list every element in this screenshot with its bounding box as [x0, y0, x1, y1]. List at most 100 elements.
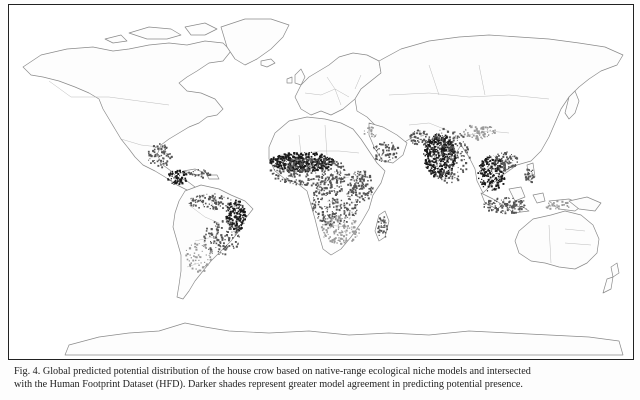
presence-pixel	[182, 172, 184, 174]
presence-pixel	[188, 260, 190, 262]
presence-pixel	[358, 229, 360, 231]
presence-pixel	[410, 138, 412, 140]
presence-pixel	[466, 135, 469, 137]
presence-pixel	[225, 234, 228, 237]
presence-pixel	[378, 229, 381, 232]
presence-pixel	[435, 173, 437, 175]
presence-pixel	[385, 222, 387, 224]
presence-pixel	[528, 172, 531, 175]
presence-pixel	[503, 163, 506, 166]
presence-pixel	[301, 154, 304, 156]
presence-pixel	[511, 164, 514, 167]
presence-pixel	[194, 242, 197, 245]
presence-pixel	[203, 235, 206, 238]
presence-pixel	[288, 156, 291, 159]
presence-pixel	[338, 231, 341, 234]
presence-pixel	[325, 163, 328, 166]
presence-pixel	[339, 219, 342, 222]
presence-pixel	[334, 171, 336, 173]
presence-pixel	[456, 139, 458, 141]
presence-pixel	[317, 203, 320, 206]
presence-pixel	[367, 131, 368, 133]
presence-pixel	[355, 185, 358, 188]
presence-pixel	[198, 256, 200, 258]
presence-pixel	[482, 180, 485, 182]
presence-pixel	[445, 174, 448, 177]
presence-pixel	[232, 222, 235, 225]
presence-pixel	[299, 160, 301, 162]
presence-pixel	[185, 249, 187, 251]
presence-pixel	[437, 146, 440, 149]
presence-pixel	[337, 218, 339, 219]
presence-pixel	[444, 141, 447, 143]
presence-pixel	[243, 222, 245, 224]
presence-pixel	[366, 192, 369, 194]
presence-pixel	[318, 179, 320, 181]
presence-pixel	[532, 176, 535, 179]
presence-pixel	[380, 143, 383, 146]
presence-pixel	[469, 124, 472, 127]
presence-pixel	[180, 179, 183, 182]
presence-pixel	[512, 159, 514, 161]
presence-pixel	[490, 165, 493, 168]
presence-pixel	[489, 203, 491, 205]
presence-pixel	[361, 197, 363, 199]
presence-pixel	[333, 242, 336, 244]
presence-pixel	[452, 150, 454, 153]
presence-pixel	[313, 178, 315, 180]
presence-pixel	[370, 132, 373, 135]
presence-pixel	[338, 219, 340, 221]
presence-pixel	[270, 162, 273, 165]
presence-pixel	[299, 169, 301, 172]
presence-pixel	[373, 147, 375, 149]
presence-pixel	[201, 174, 203, 176]
presence-pixel	[306, 164, 308, 165]
presence-pixel	[162, 162, 165, 165]
presence-pixel	[431, 165, 434, 168]
presence-pixel	[378, 153, 380, 155]
presence-pixel	[228, 238, 230, 241]
presence-pixel	[332, 217, 334, 220]
presence-pixel	[454, 156, 457, 159]
presence-pixel	[243, 218, 245, 221]
presence-pixel	[504, 210, 506, 212]
figure-caption: Fig. 4. Global predicted potential distr…	[14, 366, 628, 391]
presence-pixel	[372, 134, 375, 136]
presence-pixel	[341, 177, 343, 178]
presence-pixel	[483, 206, 485, 208]
presence-pixel	[356, 175, 359, 178]
presence-pixel	[451, 167, 453, 170]
presence-pixel	[384, 144, 387, 147]
presence-pixel	[508, 200, 511, 203]
presence-pixel	[430, 142, 433, 145]
presence-pixel	[500, 178, 503, 181]
presence-pixel	[298, 155, 301, 158]
caption-line-2: with the Human Footprint Dataset (HFD). …	[14, 378, 523, 390]
presence-pixel	[352, 207, 355, 210]
presence-pixel	[240, 221, 242, 223]
presence-pixel	[317, 164, 319, 166]
presence-pixel	[331, 222, 334, 225]
presence-pixel	[327, 184, 330, 186]
presence-pixel	[331, 190, 333, 192]
presence-pixel	[324, 157, 327, 160]
presence-pixel	[329, 220, 332, 223]
presence-pixel	[313, 203, 316, 206]
presence-pixel	[484, 158, 487, 161]
presence-pixel	[166, 160, 169, 162]
presence-pixel	[349, 217, 351, 219]
presence-pixel	[321, 156, 323, 158]
presence-pixel	[499, 205, 502, 208]
presence-pixel	[434, 141, 436, 143]
presence-pixel	[332, 215, 334, 218]
presence-pixel	[465, 151, 467, 154]
presence-pixel	[521, 200, 523, 202]
presence-pixel	[217, 223, 220, 226]
presence-pixel	[490, 185, 493, 188]
presence-pixel	[421, 140, 424, 142]
presence-pixel	[344, 227, 346, 229]
presence-pixel	[323, 189, 325, 192]
presence-pixel	[356, 209, 358, 211]
presence-pixel	[216, 238, 219, 240]
presence-pixel	[444, 173, 447, 175]
